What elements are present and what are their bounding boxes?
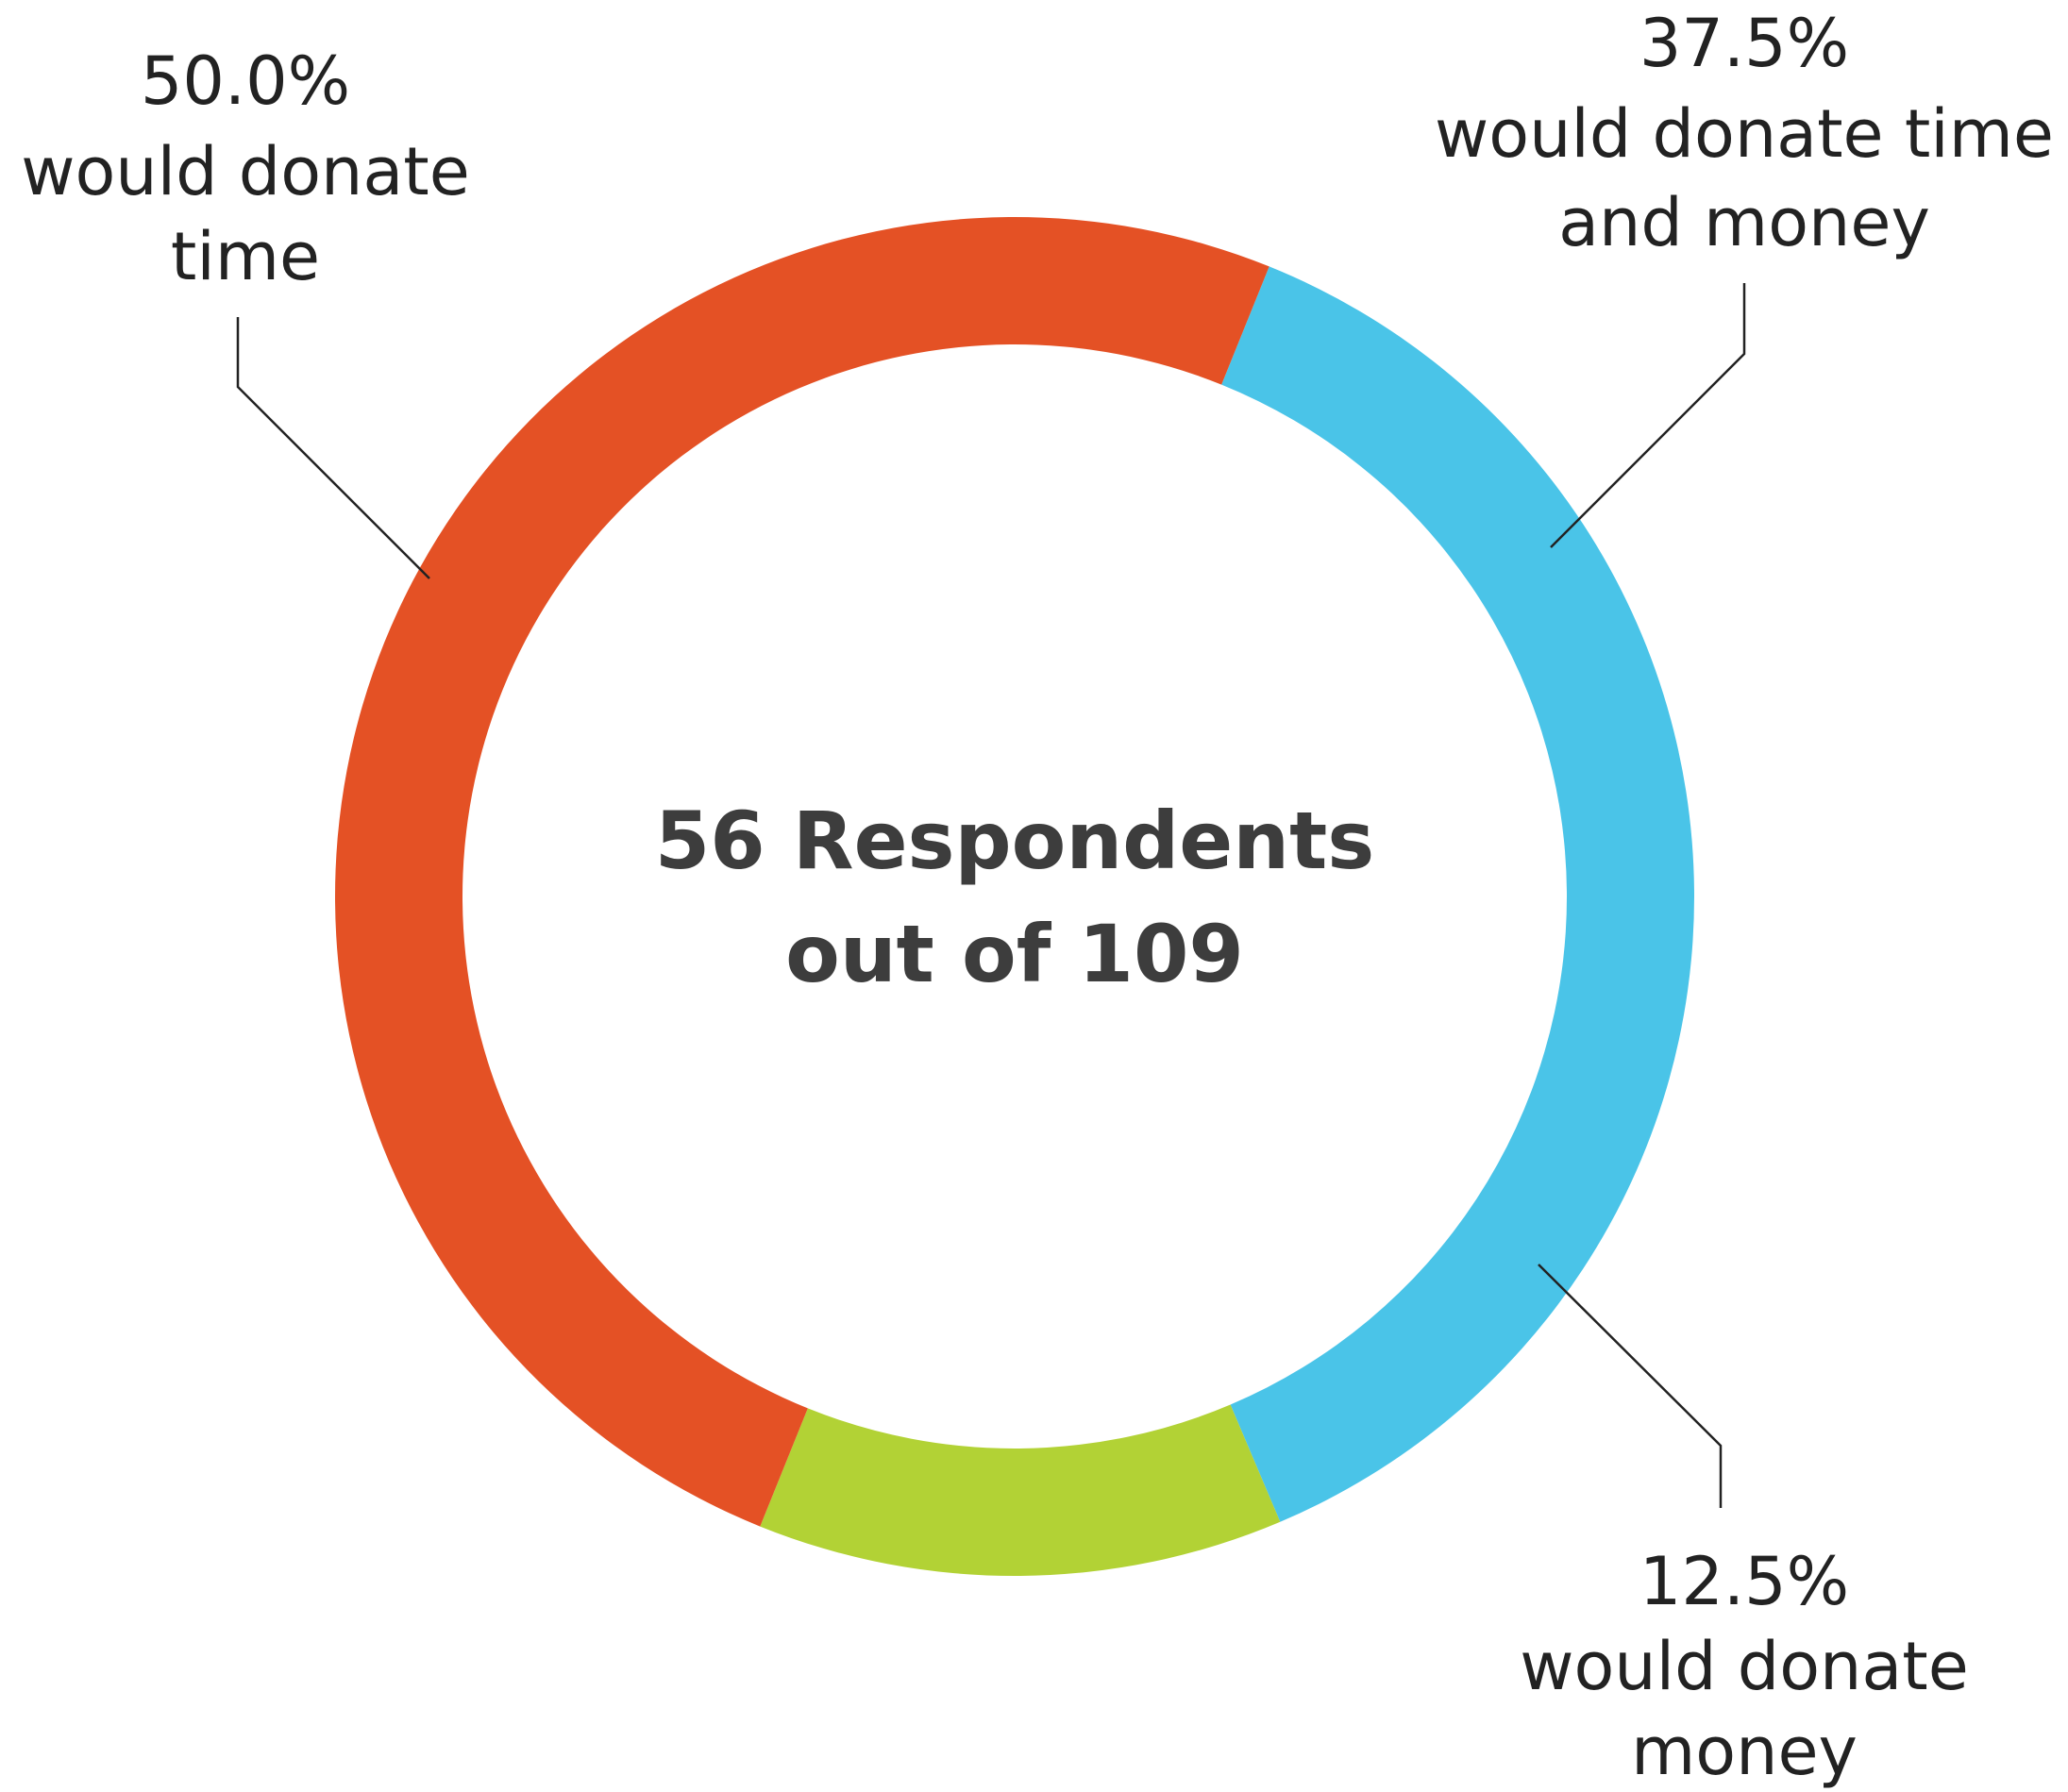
slice-time-and-money — [1221, 266, 1695, 1522]
label-time-and-money: 37.5% would donate time and money — [1435, 5, 2054, 261]
label-time-percent: 50.0% — [141, 42, 350, 120]
label-time-and-money-percent: 37.5% — [1639, 5, 1849, 82]
label-time: 50.0% would donate time — [21, 42, 470, 295]
slice-time — [335, 216, 1269, 1527]
label-money-percent: 12.5% — [1639, 1543, 1849, 1620]
donut-slices — [335, 216, 1695, 1577]
label-time-and-money-line2: and money — [1558, 184, 1930, 261]
slice-money — [760, 1404, 1281, 1577]
leader-line-money — [1538, 1264, 1723, 1508]
label-money-line1: would donate — [1520, 1628, 1969, 1705]
center-text-line1: 56 Respondents — [655, 795, 1374, 887]
label-time-line2: time — [171, 218, 320, 295]
leader-line-time-and-money — [1550, 283, 1746, 548]
label-money-line2: money — [1631, 1713, 1858, 1790]
label-time-and-money-line1: would donate time — [1435, 95, 2054, 173]
label-money: 12.5% would donate money — [1520, 1543, 1969, 1790]
center-text-line2: out of 109 — [785, 908, 1244, 1000]
label-time-line1: would donate — [21, 133, 470, 210]
leader-line-time — [236, 317, 430, 579]
